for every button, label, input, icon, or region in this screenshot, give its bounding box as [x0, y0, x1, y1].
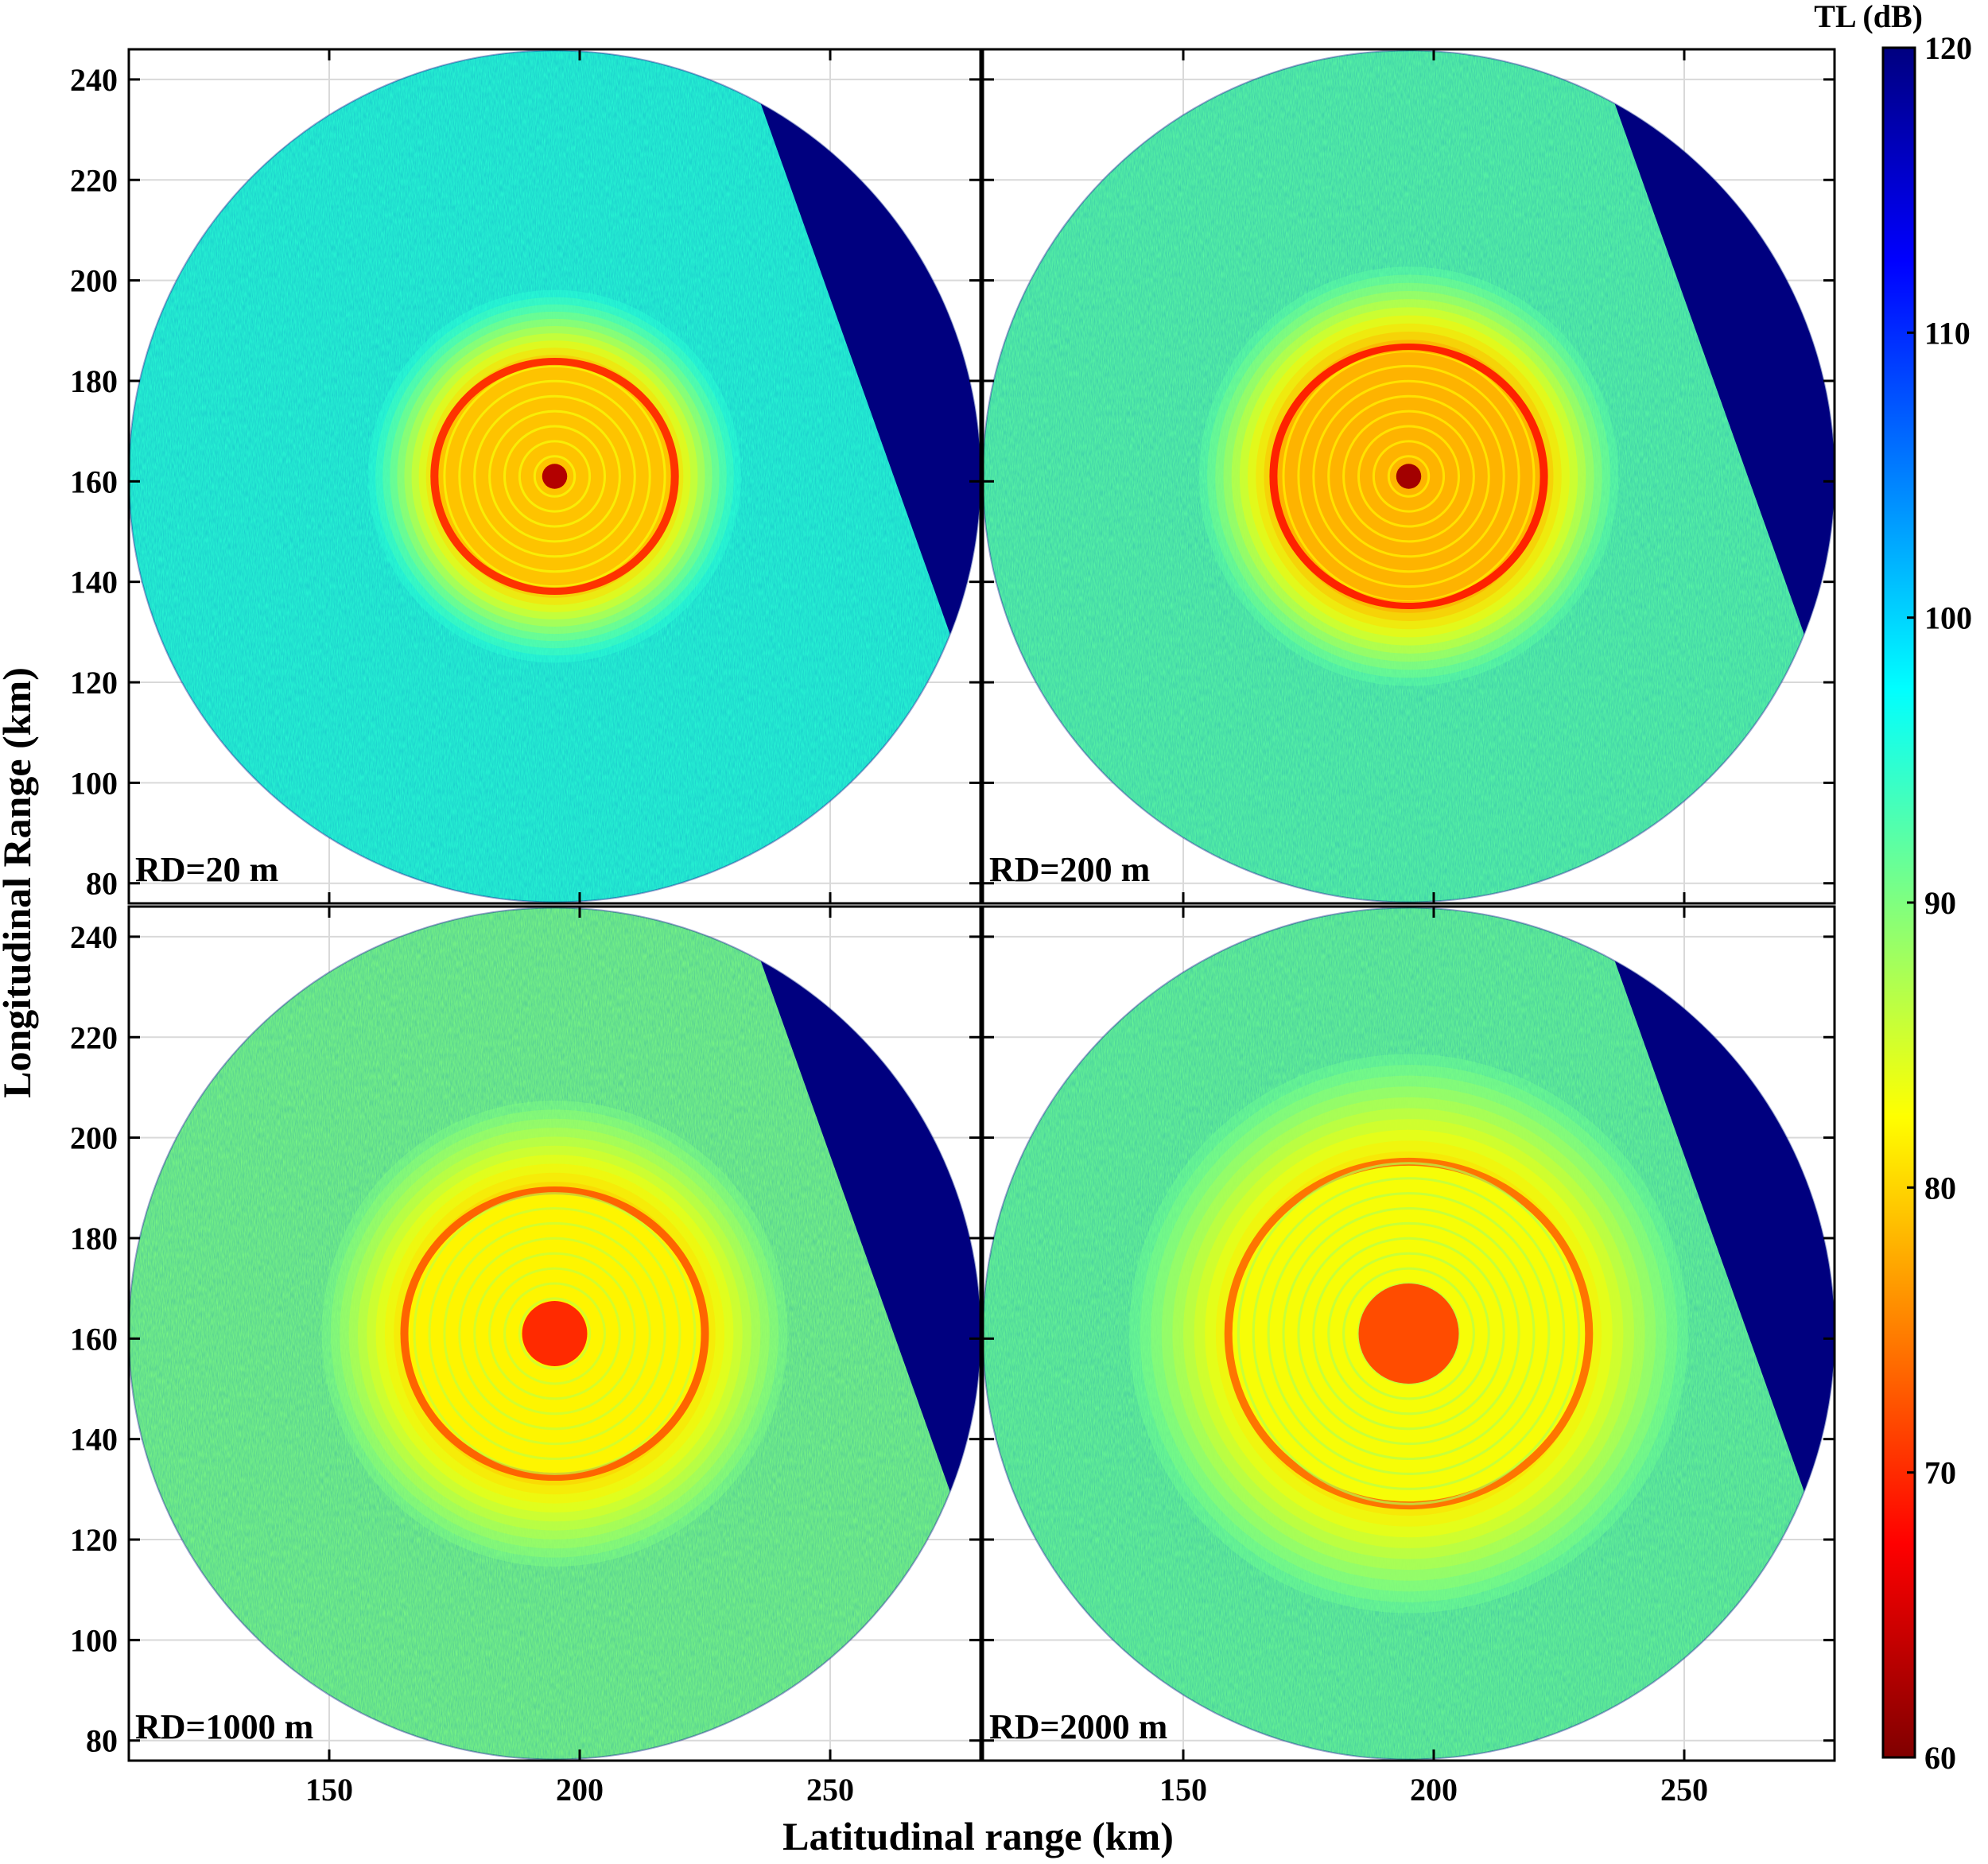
- colorbar-tick-label: 120: [1924, 30, 1972, 66]
- ripple-ring: [1267, 1192, 1551, 1475]
- ripple-ring: [473, 1252, 636, 1415]
- y-tick-label: 200: [70, 263, 118, 299]
- source-core: [522, 1301, 588, 1366]
- y-tick-label: 140: [70, 1422, 118, 1458]
- colorbar-tick-label: 70: [1924, 1455, 1956, 1491]
- source-core: [1358, 1283, 1459, 1384]
- ripple-ring: [518, 1297, 592, 1370]
- ripple-ring: [518, 440, 592, 513]
- axes-frame: [981, 48, 1836, 905]
- axes-frame: [127, 48, 982, 905]
- ripple-ring: [488, 410, 621, 543]
- ripple-ring: [1342, 1267, 1475, 1400]
- x-tick-label: 250: [1660, 1772, 1708, 1808]
- ripple-ring: [1297, 364, 1520, 588]
- colorbar-tick-label: 100: [1924, 600, 1972, 636]
- tl-field: [983, 50, 1835, 903]
- colorbar-tick-label: 80: [1924, 1170, 1956, 1206]
- ripple-ring: [443, 364, 666, 588]
- ripple-ring: [503, 425, 606, 528]
- ripple-ring: [1312, 379, 1505, 573]
- source-core: [1396, 464, 1422, 489]
- ripple-ring: [1282, 1207, 1536, 1460]
- y-tick-label: 120: [70, 1522, 118, 1558]
- ripple-ring: [1342, 410, 1475, 543]
- ripple-ring: [1387, 455, 1431, 498]
- y-tick-label: 220: [70, 162, 118, 198]
- ripple-ring: [1252, 1177, 1566, 1490]
- y-tick-label: 80: [86, 1723, 118, 1759]
- y-tick-label: 180: [70, 363, 118, 399]
- tl-field: [983, 907, 1835, 1760]
- panel-1: 80 100 120 140 160 180 200 220 240 RD=20 m: [70, 48, 982, 905]
- ripple-ring: [1297, 1221, 1520, 1446]
- panel-4: 150 200 250 RD=2000 m: [981, 905, 1836, 1808]
- x-tick-label: 250: [806, 1772, 854, 1808]
- x-axis-title: Latitudinal range (km): [782, 1814, 1174, 1858]
- ripple-ring: [458, 379, 651, 573]
- ripple-ring: [458, 1237, 651, 1431]
- ripple-ring: [1327, 1252, 1490, 1415]
- y-axis-title: Longitudinal Range (km): [0, 667, 39, 1098]
- ripple-ring: [1282, 350, 1536, 603]
- y-tick-label: 100: [70, 1622, 118, 1658]
- panel-label: RD=200 m: [989, 850, 1150, 889]
- y-tick-label: 200: [70, 1120, 118, 1156]
- ripple-ring: [533, 455, 577, 498]
- y-tick-label: 120: [70, 665, 118, 701]
- y-tick-label: 140: [70, 565, 118, 600]
- ripple-ring: [1372, 440, 1446, 513]
- source-core: [542, 464, 568, 489]
- y-tick-label: 160: [70, 1321, 118, 1357]
- x-tick-label: 150: [1159, 1772, 1207, 1808]
- ripple-ring: [428, 1207, 681, 1460]
- panel-3: 150 200 250 80 100 120 140 160 180 200 220 240 RD=10…: [70, 905, 982, 1808]
- ripple-ring: [503, 1282, 606, 1385]
- ripple-ring: [443, 1221, 666, 1446]
- tl-field: [129, 50, 980, 903]
- colorbar-tick-label: 110: [1924, 315, 1971, 351]
- ripple-ring: [1327, 394, 1490, 558]
- x-tick-label: 200: [1410, 1772, 1458, 1808]
- y-tick-label: 160: [70, 464, 118, 499]
- axes-frame: [981, 905, 1836, 1762]
- x-tick-label: 200: [556, 1772, 604, 1808]
- tl-field: [129, 907, 980, 1760]
- panel-2: RD=200 m: [981, 48, 1836, 905]
- x-tick-label: 150: [305, 1772, 353, 1808]
- ripple-ring: [1312, 1237, 1505, 1431]
- y-tick-label: 220: [70, 1019, 118, 1055]
- panels-layer: 80 100 120 140 160 180 200 220 240 RD=20 m RD=200 …: [70, 48, 1836, 1808]
- colorbar-title: TL (dB): [1814, 0, 1923, 34]
- y-tick-label: 240: [70, 62, 118, 98]
- panel-label: RD=1000 m: [135, 1707, 313, 1746]
- axes-frame: [127, 905, 982, 1762]
- ripple-ring: [488, 1267, 621, 1400]
- colorbar-tick-label: 60: [1924, 1740, 1956, 1776]
- ripple-ring: [413, 1192, 697, 1475]
- panel-label: RD=2000 m: [989, 1707, 1167, 1746]
- colorbar-tick-label: 90: [1924, 885, 1956, 921]
- y-tick-label: 240: [70, 919, 118, 955]
- y-tick-label: 80: [86, 866, 118, 902]
- panel-label: RD=20 m: [135, 850, 278, 889]
- ripple-ring: [1237, 1162, 1581, 1505]
- y-tick-label: 180: [70, 1221, 118, 1256]
- ripple-ring: [473, 394, 636, 558]
- y-tick-label: 100: [70, 765, 118, 801]
- ripple-ring: [1357, 425, 1460, 528]
